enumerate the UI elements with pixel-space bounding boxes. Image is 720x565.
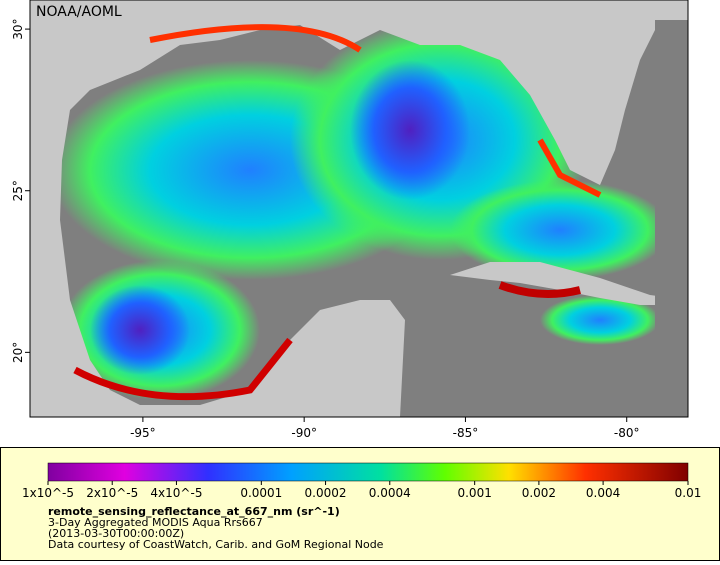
map-frame: [29, 0, 689, 418]
colorbar-tick-label: 0.01: [675, 486, 702, 500]
lat-tick-label: 30°: [11, 18, 25, 39]
colorbar-ticks: 1x10^-5 2x10^-5 4x10^-5 0.0001 0.0002 0.0004 0…: [22, 481, 701, 500]
lat-tick-label: 25°: [11, 180, 25, 201]
legend-time: (2013-03-30T00:00:00Z): [48, 527, 184, 540]
legend-dataset: 3-Day Aggregated MODIS Aqua Rrs667: [48, 516, 263, 529]
lon-tick-label: -95°: [130, 426, 156, 440]
colorbar-tick-label: 2x10^-5: [86, 486, 138, 500]
axes: -95° -90° -85° -80° 20° 25° 30°: [11, 18, 640, 440]
colorbar-tick-label: 0.0002: [305, 486, 347, 500]
colorbar: [47, 462, 689, 482]
colorbar-tick-label: 4x10^-5: [150, 486, 202, 500]
legend-variable: remote_sensing_reflectance_at_667_nm (sr…: [48, 505, 340, 518]
colorbar-tick-label: 1x10^-5: [22, 486, 74, 500]
colorbar-tick-label: 0.0004: [369, 486, 411, 500]
colorbar-tick-label: 0.001: [457, 486, 491, 500]
colorbar-tick-label: 0.0001: [240, 486, 282, 500]
lon-tick-label: -80°: [614, 426, 640, 440]
map-credit: NOAA/AOML: [36, 4, 122, 20]
lat-tick-label: 20°: [11, 342, 25, 363]
map-image: [30, 0, 688, 417]
lon-tick-label: -90°: [291, 426, 317, 440]
colorbar-tick-label: 0.004: [586, 486, 620, 500]
colorbar-tick-label: 0.002: [522, 486, 556, 500]
legend-credit: Data courtesy of CoastWatch, Carib. and …: [48, 538, 384, 551]
lon-tick-label: -85°: [453, 426, 479, 440]
